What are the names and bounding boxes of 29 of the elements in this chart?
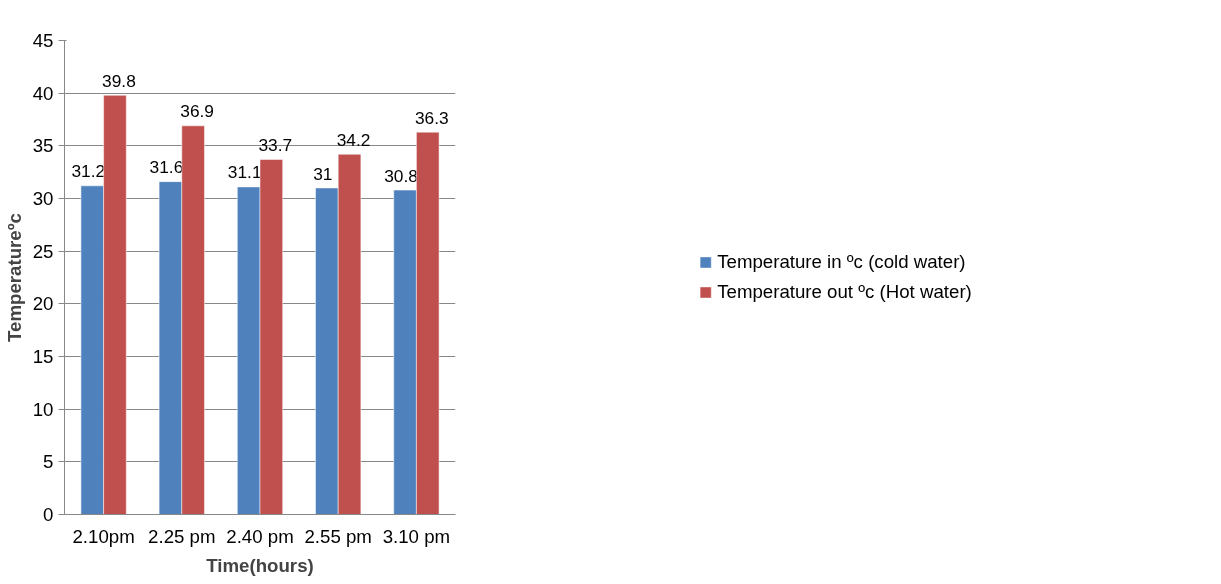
data-label: 30.8: [384, 165, 418, 186]
data-label: 31.6: [149, 157, 184, 178]
y-tick-label: 45: [32, 30, 54, 51]
y-tick-label: 0: [43, 504, 54, 525]
x-axis-title: Time(hours): [206, 554, 314, 576]
x-tick-label: 3.10 pm: [382, 525, 451, 547]
x-tick-label: 2.55 pm: [304, 525, 372, 547]
y-tick-label: 40: [32, 82, 54, 104]
y-tick-label: 15: [32, 346, 54, 367]
x-tick-label: 2.25 pm: [148, 525, 216, 547]
data-label: 31.1: [227, 162, 262, 183]
data-label: 36.3: [414, 107, 449, 128]
legend-label: Temperature out ºc (Hot water): [717, 281, 972, 303]
data-label: 36.9: [180, 101, 215, 122]
y-tick-label: 25: [32, 240, 54, 262]
y-tick-label: 10: [32, 398, 54, 420]
x-tick-label: 2.10pm: [72, 525, 135, 547]
x-tick-label: 2.40 pm: [226, 525, 294, 547]
data-label: 31.2: [71, 161, 106, 182]
y-tick-label: 5: [43, 451, 54, 473]
y-axis-title: Temperatureºc: [3, 213, 25, 342]
y-tick-label: 35: [32, 135, 54, 157]
data-label: 33.7: [258, 135, 293, 156]
legend-label: Temperature in ºc (cold water): [717, 251, 966, 273]
data-label: 39.8: [102, 70, 136, 91]
data-label: 34.2: [336, 129, 371, 150]
y-tick-label: 20: [32, 293, 54, 315]
y-tick-label: 30: [32, 188, 54, 209]
data-label: 31: [313, 163, 333, 184]
